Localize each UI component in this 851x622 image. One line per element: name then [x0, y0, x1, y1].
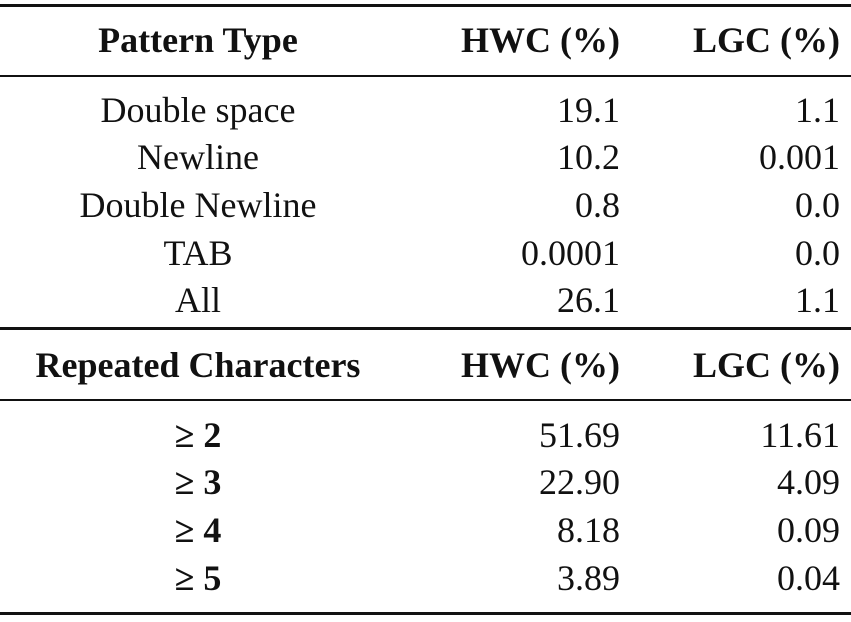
table-cell: 0.8: [575, 185, 620, 225]
table-cell: 3.89: [557, 558, 620, 598]
table-cell: 0.0001: [521, 233, 620, 273]
table-cell: 0.0: [795, 185, 840, 225]
header-cell: LGC (%): [693, 20, 840, 60]
header-rule: [0, 75, 851, 77]
header-cell: HWC (%): [461, 345, 620, 385]
table-cell: 26.1: [557, 280, 620, 320]
table-cell: Double Newline: [79, 185, 317, 225]
table-cell: Double space: [100, 90, 296, 130]
header-cell: HWC (%): [461, 20, 620, 60]
header-cell: LGC (%): [693, 345, 840, 385]
table-cell: 51.69: [539, 415, 620, 455]
table-cell: 8.18: [557, 510, 620, 550]
bottom-rule: [0, 612, 851, 615]
table-cell: 0.0: [795, 233, 840, 273]
section-rule: [0, 327, 851, 330]
table-cell: 0.001: [759, 137, 840, 177]
table-cell: 4.09: [777, 462, 840, 502]
table-cell: ≥ 3: [174, 462, 222, 502]
table-cell: 1.1: [795, 280, 840, 320]
table-cell: 11.61: [760, 415, 840, 455]
header-rule: [0, 399, 851, 401]
table-cell: ≥ 2: [174, 415, 222, 455]
header-cell: Repeated Characters: [35, 345, 361, 385]
table-cell: 10.2: [557, 137, 620, 177]
table-cell: 19.1: [557, 90, 620, 130]
table-cell: ≥ 4: [174, 510, 222, 550]
table-cell: 22.90: [539, 462, 620, 502]
header-cell: Pattern Type: [98, 20, 298, 60]
table-cell: ≥ 5: [174, 558, 222, 598]
table-cell: 0.09: [777, 510, 840, 550]
table-cell: 1.1: [795, 90, 840, 130]
top-rule: [0, 4, 851, 7]
table-cell: Newline: [137, 137, 259, 177]
table-cell: TAB: [163, 233, 233, 273]
table-cell: 0.04: [777, 558, 840, 598]
table-cell: All: [174, 280, 221, 320]
